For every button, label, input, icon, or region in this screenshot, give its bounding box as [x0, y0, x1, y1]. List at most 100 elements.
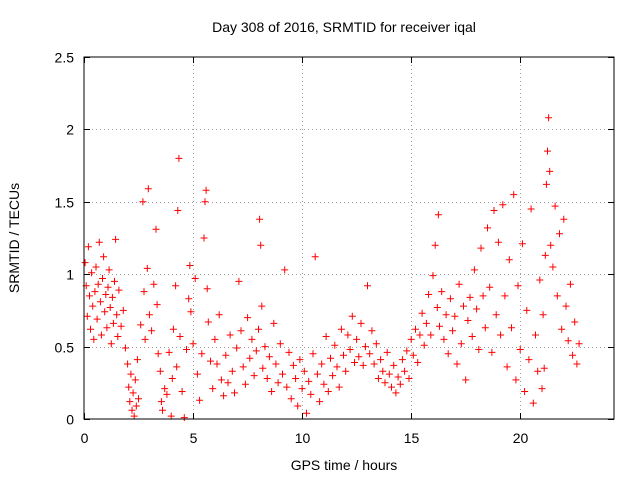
- data-point: [571, 318, 579, 326]
- data-point: [298, 385, 306, 393]
- data-point: [307, 390, 315, 398]
- data-point: [104, 283, 112, 291]
- data-point: [446, 295, 454, 303]
- data-point: [97, 331, 105, 339]
- data-point: [189, 340, 197, 348]
- data-point: [185, 295, 193, 303]
- data-point: [353, 335, 361, 343]
- data-point: [163, 390, 171, 398]
- data-point: [470, 266, 478, 274]
- data-point: [503, 363, 511, 371]
- data-point: [272, 360, 280, 368]
- data-point: [215, 311, 223, 319]
- y-tick-label: 2.5: [55, 50, 75, 66]
- data-point: [128, 406, 136, 414]
- data-point: [529, 399, 537, 407]
- data-point: [453, 360, 461, 368]
- data-point: [152, 225, 160, 233]
- data-point: [464, 317, 472, 324]
- data-point: [113, 311, 121, 319]
- data-point: [438, 288, 446, 296]
- data-point: [449, 327, 457, 335]
- data-point: [217, 376, 225, 384]
- data-point: [455, 280, 463, 288]
- data-point: [505, 256, 513, 264]
- data-point: [237, 327, 245, 335]
- data-point: [523, 306, 531, 314]
- data-point: [93, 315, 101, 323]
- data-point: [547, 241, 555, 249]
- data-point: [144, 185, 152, 193]
- y-tick-label: 2: [66, 122, 74, 138]
- data-point: [460, 302, 467, 310]
- data-point: [546, 167, 554, 175]
- data-point: [394, 373, 402, 381]
- data-point: [564, 337, 572, 345]
- data-point: [126, 398, 134, 406]
- data-point: [545, 114, 553, 122]
- data-point: [429, 272, 437, 280]
- data-point: [359, 361, 367, 369]
- data-point: [222, 351, 230, 359]
- data-point: [140, 288, 148, 296]
- data-point: [173, 363, 181, 371]
- data-point: [191, 275, 199, 282]
- data-point: [103, 324, 111, 332]
- data-point: [527, 205, 535, 213]
- data-point: [331, 341, 339, 349]
- data-point: [139, 198, 147, 206]
- data-point: [244, 314, 252, 322]
- data-point: [573, 360, 581, 368]
- data-point: [518, 240, 526, 248]
- data-point: [246, 354, 254, 362]
- data-point: [178, 388, 186, 395]
- data-point: [81, 259, 89, 267]
- data-point: [335, 383, 343, 391]
- data-point: [125, 383, 133, 391]
- data-point: [457, 340, 465, 348]
- data-point: [510, 191, 518, 199]
- data-point: [198, 350, 206, 358]
- data-point: [516, 346, 524, 353]
- data-point: [374, 375, 382, 382]
- data-point: [536, 276, 544, 284]
- data-point: [107, 340, 115, 348]
- data-point: [161, 385, 169, 393]
- data-point: [539, 311, 547, 319]
- y-tick-label: 1.5: [55, 195, 75, 211]
- data-point: [87, 325, 94, 333]
- data-point: [514, 282, 522, 290]
- data-point: [442, 311, 450, 319]
- data-point: [549, 263, 557, 271]
- data-point: [416, 331, 424, 339]
- data-point: [370, 360, 378, 368]
- data-point: [562, 302, 570, 310]
- data-point: [490, 207, 498, 214]
- data-point: [451, 312, 459, 320]
- data-point: [383, 348, 391, 356]
- data-point: [196, 396, 204, 404]
- data-point: [141, 335, 149, 343]
- data-point: [425, 291, 433, 298]
- data-point: [484, 224, 491, 232]
- data-point: [168, 375, 176, 382]
- data-point: [153, 301, 161, 309]
- data-point: [183, 346, 190, 353]
- data-point: [239, 363, 247, 371]
- data-point: [100, 253, 108, 261]
- data-points: [81, 114, 583, 422]
- data-point: [318, 360, 326, 368]
- data-point: [468, 333, 476, 340]
- data-point: [233, 344, 241, 352]
- data-point: [499, 201, 507, 209]
- data-point: [187, 308, 195, 316]
- data-point: [473, 305, 481, 313]
- data-point: [274, 379, 282, 387]
- data-point: [357, 319, 365, 327]
- data-point: [121, 344, 129, 352]
- data-point: [91, 288, 99, 296]
- data-point: [355, 353, 363, 361]
- data-point: [431, 241, 439, 249]
- data-point: [521, 388, 529, 395]
- data-point: [532, 331, 539, 339]
